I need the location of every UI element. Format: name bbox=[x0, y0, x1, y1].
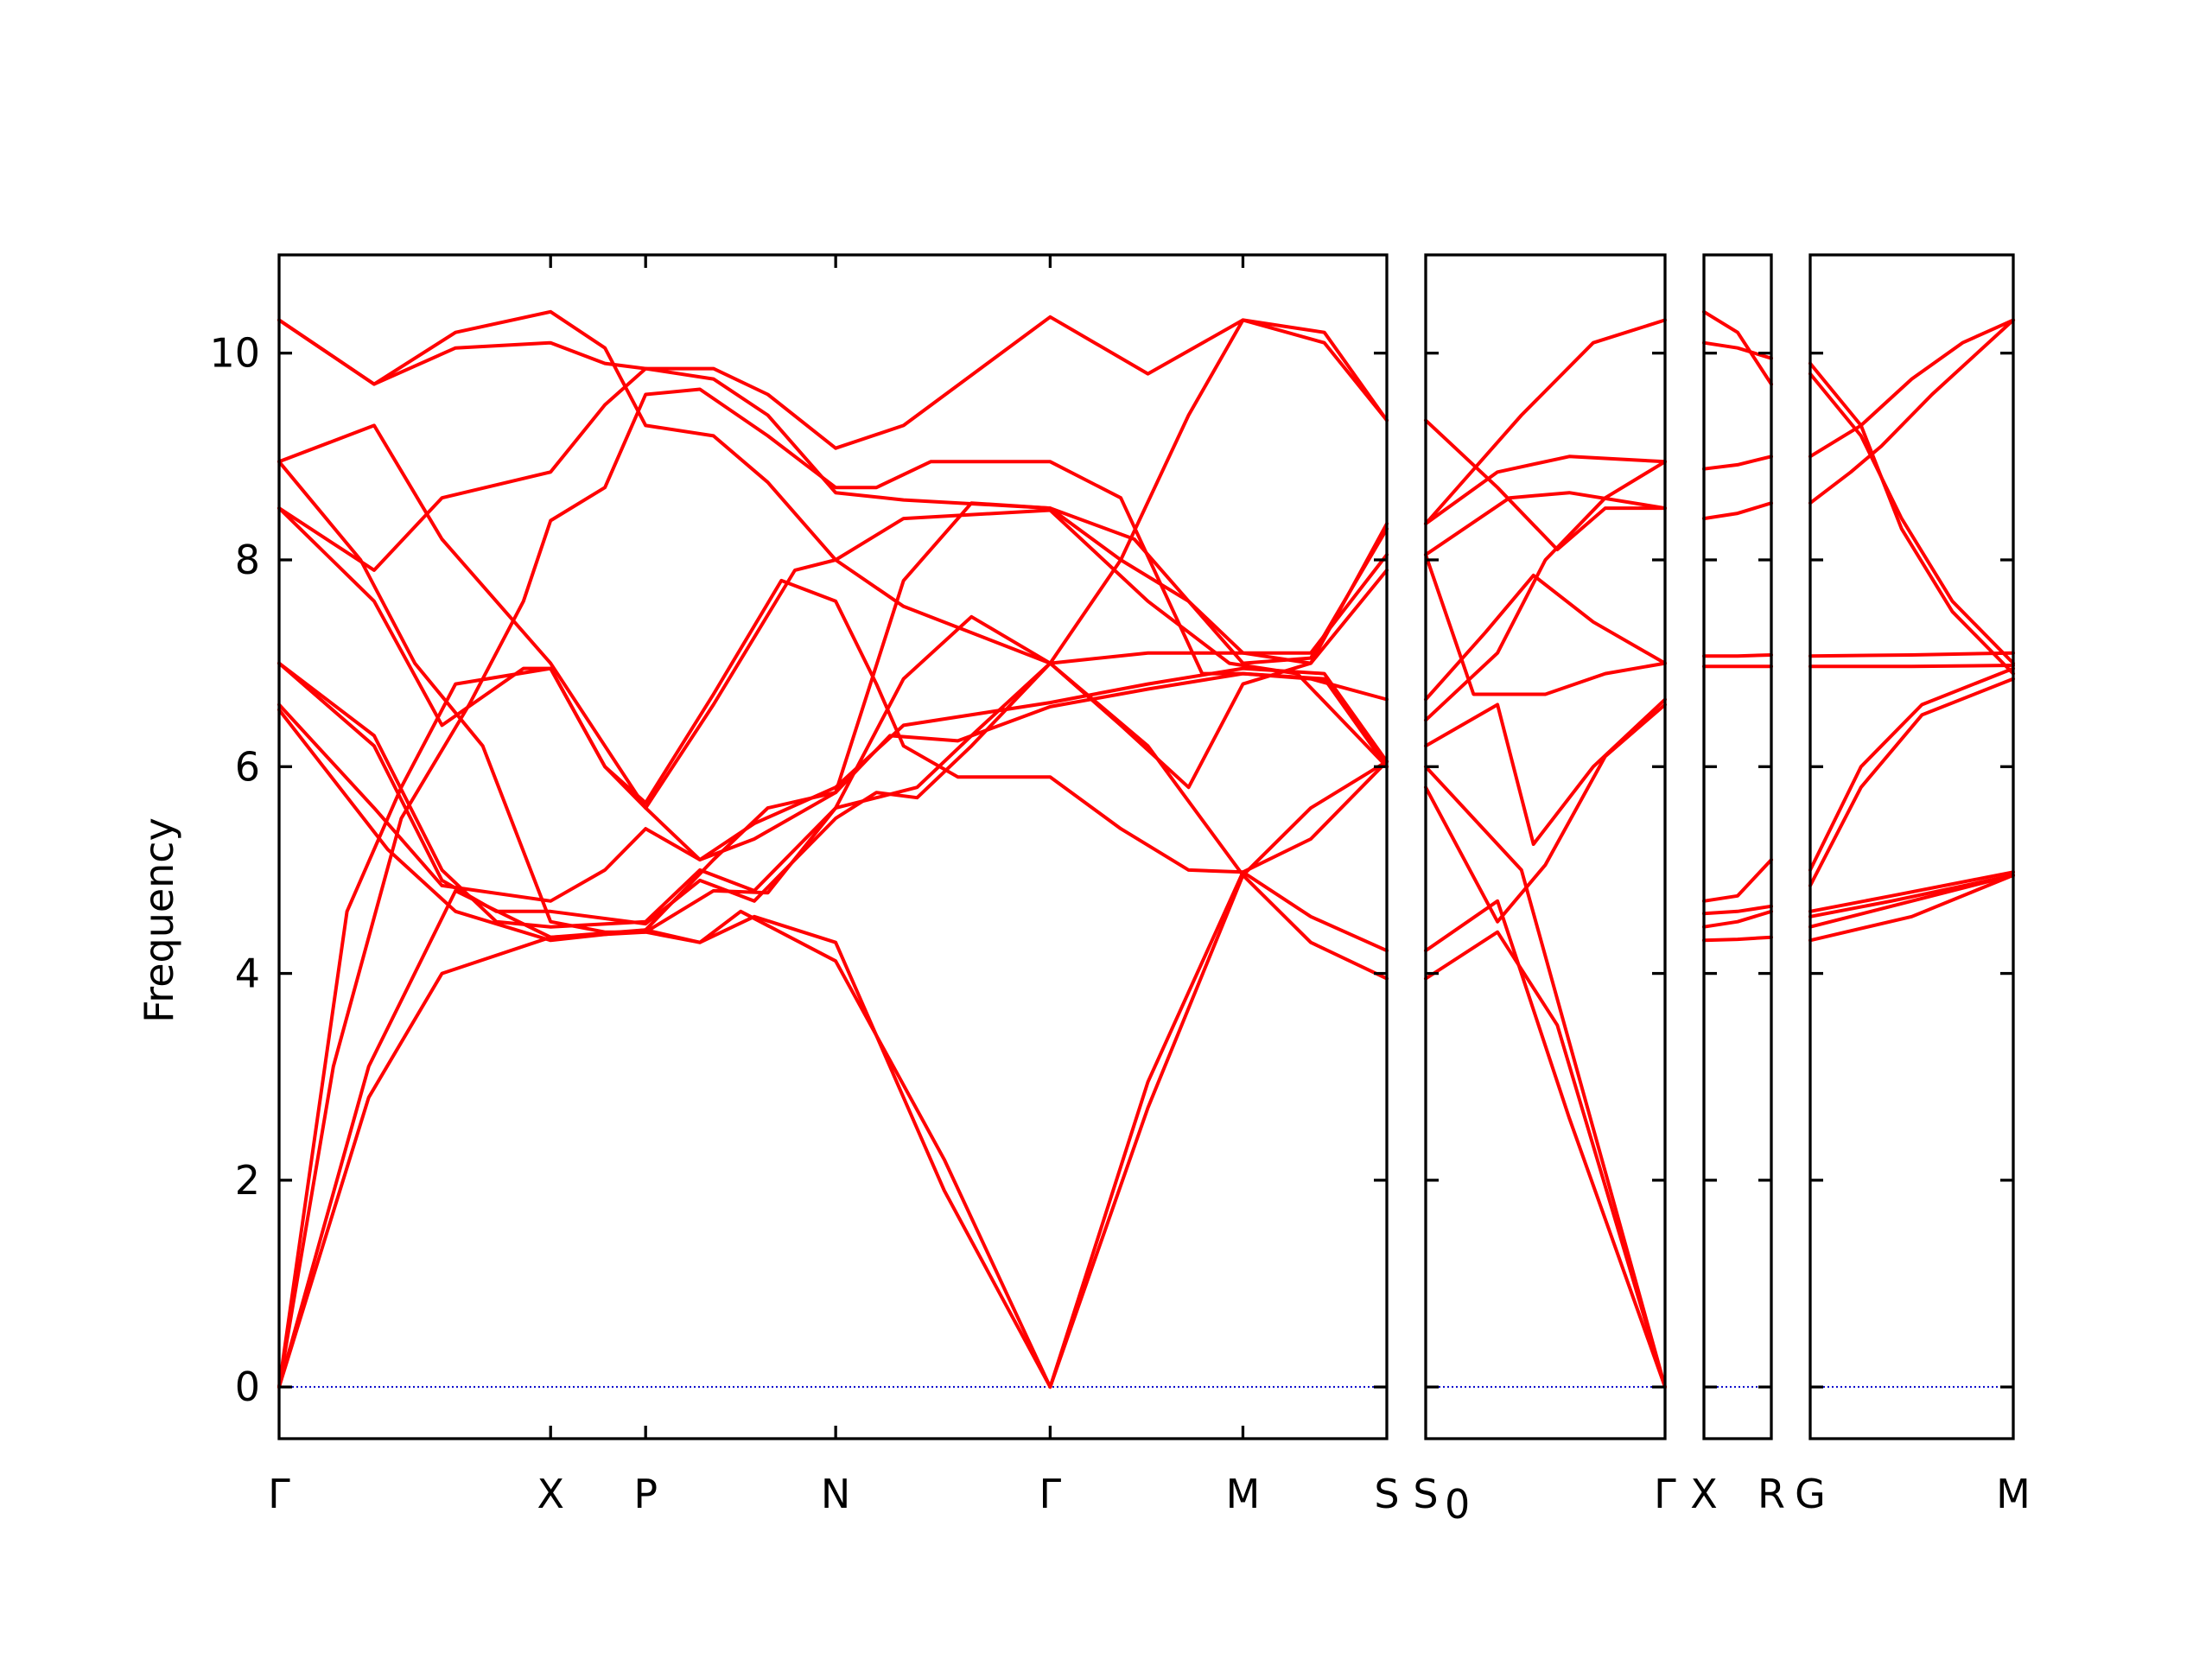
band-c bbox=[1808, 318, 2015, 459]
band-a bbox=[1808, 361, 2015, 676]
band-h bbox=[1702, 904, 1773, 916]
band-b bbox=[1808, 372, 2015, 665]
x-tick-label: X bbox=[1690, 1471, 1718, 1517]
band-12 bbox=[277, 423, 1389, 861]
x-tick-label: S bbox=[1413, 1471, 1438, 1517]
band-8 bbox=[277, 553, 1389, 926]
y-tick-label: 4 bbox=[235, 950, 260, 997]
band-b bbox=[1424, 318, 1667, 526]
panel-frame bbox=[277, 253, 1389, 1440]
panel-frame bbox=[1702, 253, 1773, 1440]
band-g bbox=[1424, 460, 1667, 722]
x-tick-label: Γ bbox=[1654, 1471, 1676, 1517]
band-f bbox=[1424, 573, 1667, 702]
band-d bbox=[1808, 318, 2015, 505]
band-14 bbox=[277, 309, 1389, 665]
band-g bbox=[1702, 858, 1773, 903]
band-i bbox=[1702, 909, 1773, 929]
band-h bbox=[1424, 697, 1667, 846]
band-d bbox=[1424, 491, 1667, 556]
band-6 bbox=[277, 666, 1389, 903]
band-13 bbox=[277, 318, 1389, 665]
y-tick-label: 8 bbox=[235, 537, 260, 583]
x-tick-label: P bbox=[633, 1471, 658, 1517]
x-tick-label-subscript: 0 bbox=[1445, 1481, 1470, 1528]
band-c bbox=[1702, 454, 1773, 471]
band-i bbox=[1424, 765, 1667, 1389]
band-c bbox=[1424, 454, 1667, 526]
y-tick-label: 6 bbox=[235, 743, 260, 790]
x-tick-label: Γ bbox=[268, 1471, 290, 1517]
band-11 bbox=[277, 460, 1389, 934]
band-2 bbox=[277, 870, 1389, 1389]
y-axis-label: Frequency bbox=[136, 817, 182, 1023]
band-9 bbox=[277, 506, 1389, 874]
band-h bbox=[1808, 677, 2015, 887]
band-f bbox=[1808, 664, 2015, 669]
band-l bbox=[1424, 930, 1667, 1389]
x-tick-label: M bbox=[1226, 1471, 1261, 1517]
y-tick-label: 0 bbox=[235, 1363, 260, 1410]
band-l bbox=[1808, 873, 2015, 943]
x-tick-label: G bbox=[1795, 1471, 1826, 1517]
band-1 bbox=[277, 873, 1389, 1389]
x-tick-label: Γ bbox=[1039, 1471, 1062, 1517]
y-tick-label: 10 bbox=[209, 330, 260, 377]
band-g bbox=[1808, 666, 2015, 872]
band-k bbox=[1808, 873, 2015, 929]
x-tick-label: R bbox=[1758, 1471, 1785, 1517]
x-tick-label: M bbox=[1996, 1471, 2031, 1517]
band-j bbox=[1702, 935, 1773, 943]
band-10 bbox=[277, 315, 1389, 572]
band-j bbox=[1424, 702, 1667, 924]
x-tick-label: N bbox=[821, 1471, 850, 1517]
y-tick-label: 2 bbox=[235, 1157, 260, 1204]
band-3 bbox=[277, 387, 1389, 1389]
band-i bbox=[1808, 870, 2015, 913]
band-b bbox=[1702, 340, 1773, 360]
band-e bbox=[1424, 553, 1667, 696]
band-e bbox=[1702, 653, 1773, 658]
band-4 bbox=[277, 508, 1389, 1389]
band-d bbox=[1702, 501, 1773, 521]
panel-frame bbox=[1424, 253, 1667, 1440]
band-a bbox=[1702, 309, 1773, 386]
x-tick-label: X bbox=[537, 1471, 564, 1517]
panel-frame bbox=[1808, 253, 2015, 1440]
band-k bbox=[1424, 899, 1667, 1389]
band-e bbox=[1808, 651, 2015, 658]
x-tick-label: S bbox=[1374, 1471, 1399, 1517]
band-5 bbox=[277, 671, 1389, 943]
